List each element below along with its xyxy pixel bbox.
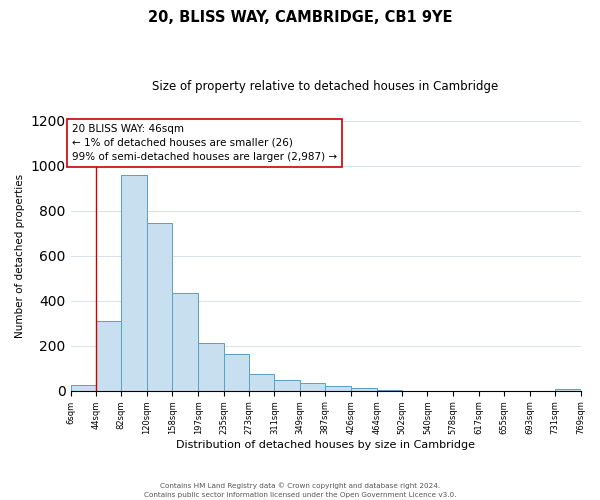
Bar [121, 174, 147, 390]
Bar [172, 293, 198, 390]
Bar [249, 374, 274, 390]
Bar [325, 386, 351, 390]
Bar [300, 383, 325, 390]
Bar [147, 223, 172, 390]
Text: 20, BLISS WAY, CAMBRIDGE, CB1 9YE: 20, BLISS WAY, CAMBRIDGE, CB1 9YE [148, 10, 452, 25]
Title: Size of property relative to detached houses in Cambridge: Size of property relative to detached ho… [152, 80, 499, 93]
Bar [198, 343, 224, 390]
Bar [555, 389, 581, 390]
Text: 20 BLISS WAY: 46sqm
← 1% of detached houses are smaller (26)
99% of semi-detache: 20 BLISS WAY: 46sqm ← 1% of detached hou… [72, 124, 337, 162]
Bar [351, 388, 377, 390]
Bar [224, 354, 249, 391]
Bar [274, 380, 300, 390]
Text: Contains HM Land Registry data © Crown copyright and database right 2024.
Contai: Contains HM Land Registry data © Crown c… [144, 482, 456, 498]
X-axis label: Distribution of detached houses by size in Cambridge: Distribution of detached houses by size … [176, 440, 475, 450]
Bar [96, 321, 121, 390]
Y-axis label: Number of detached properties: Number of detached properties [15, 174, 25, 338]
Bar [71, 385, 96, 390]
